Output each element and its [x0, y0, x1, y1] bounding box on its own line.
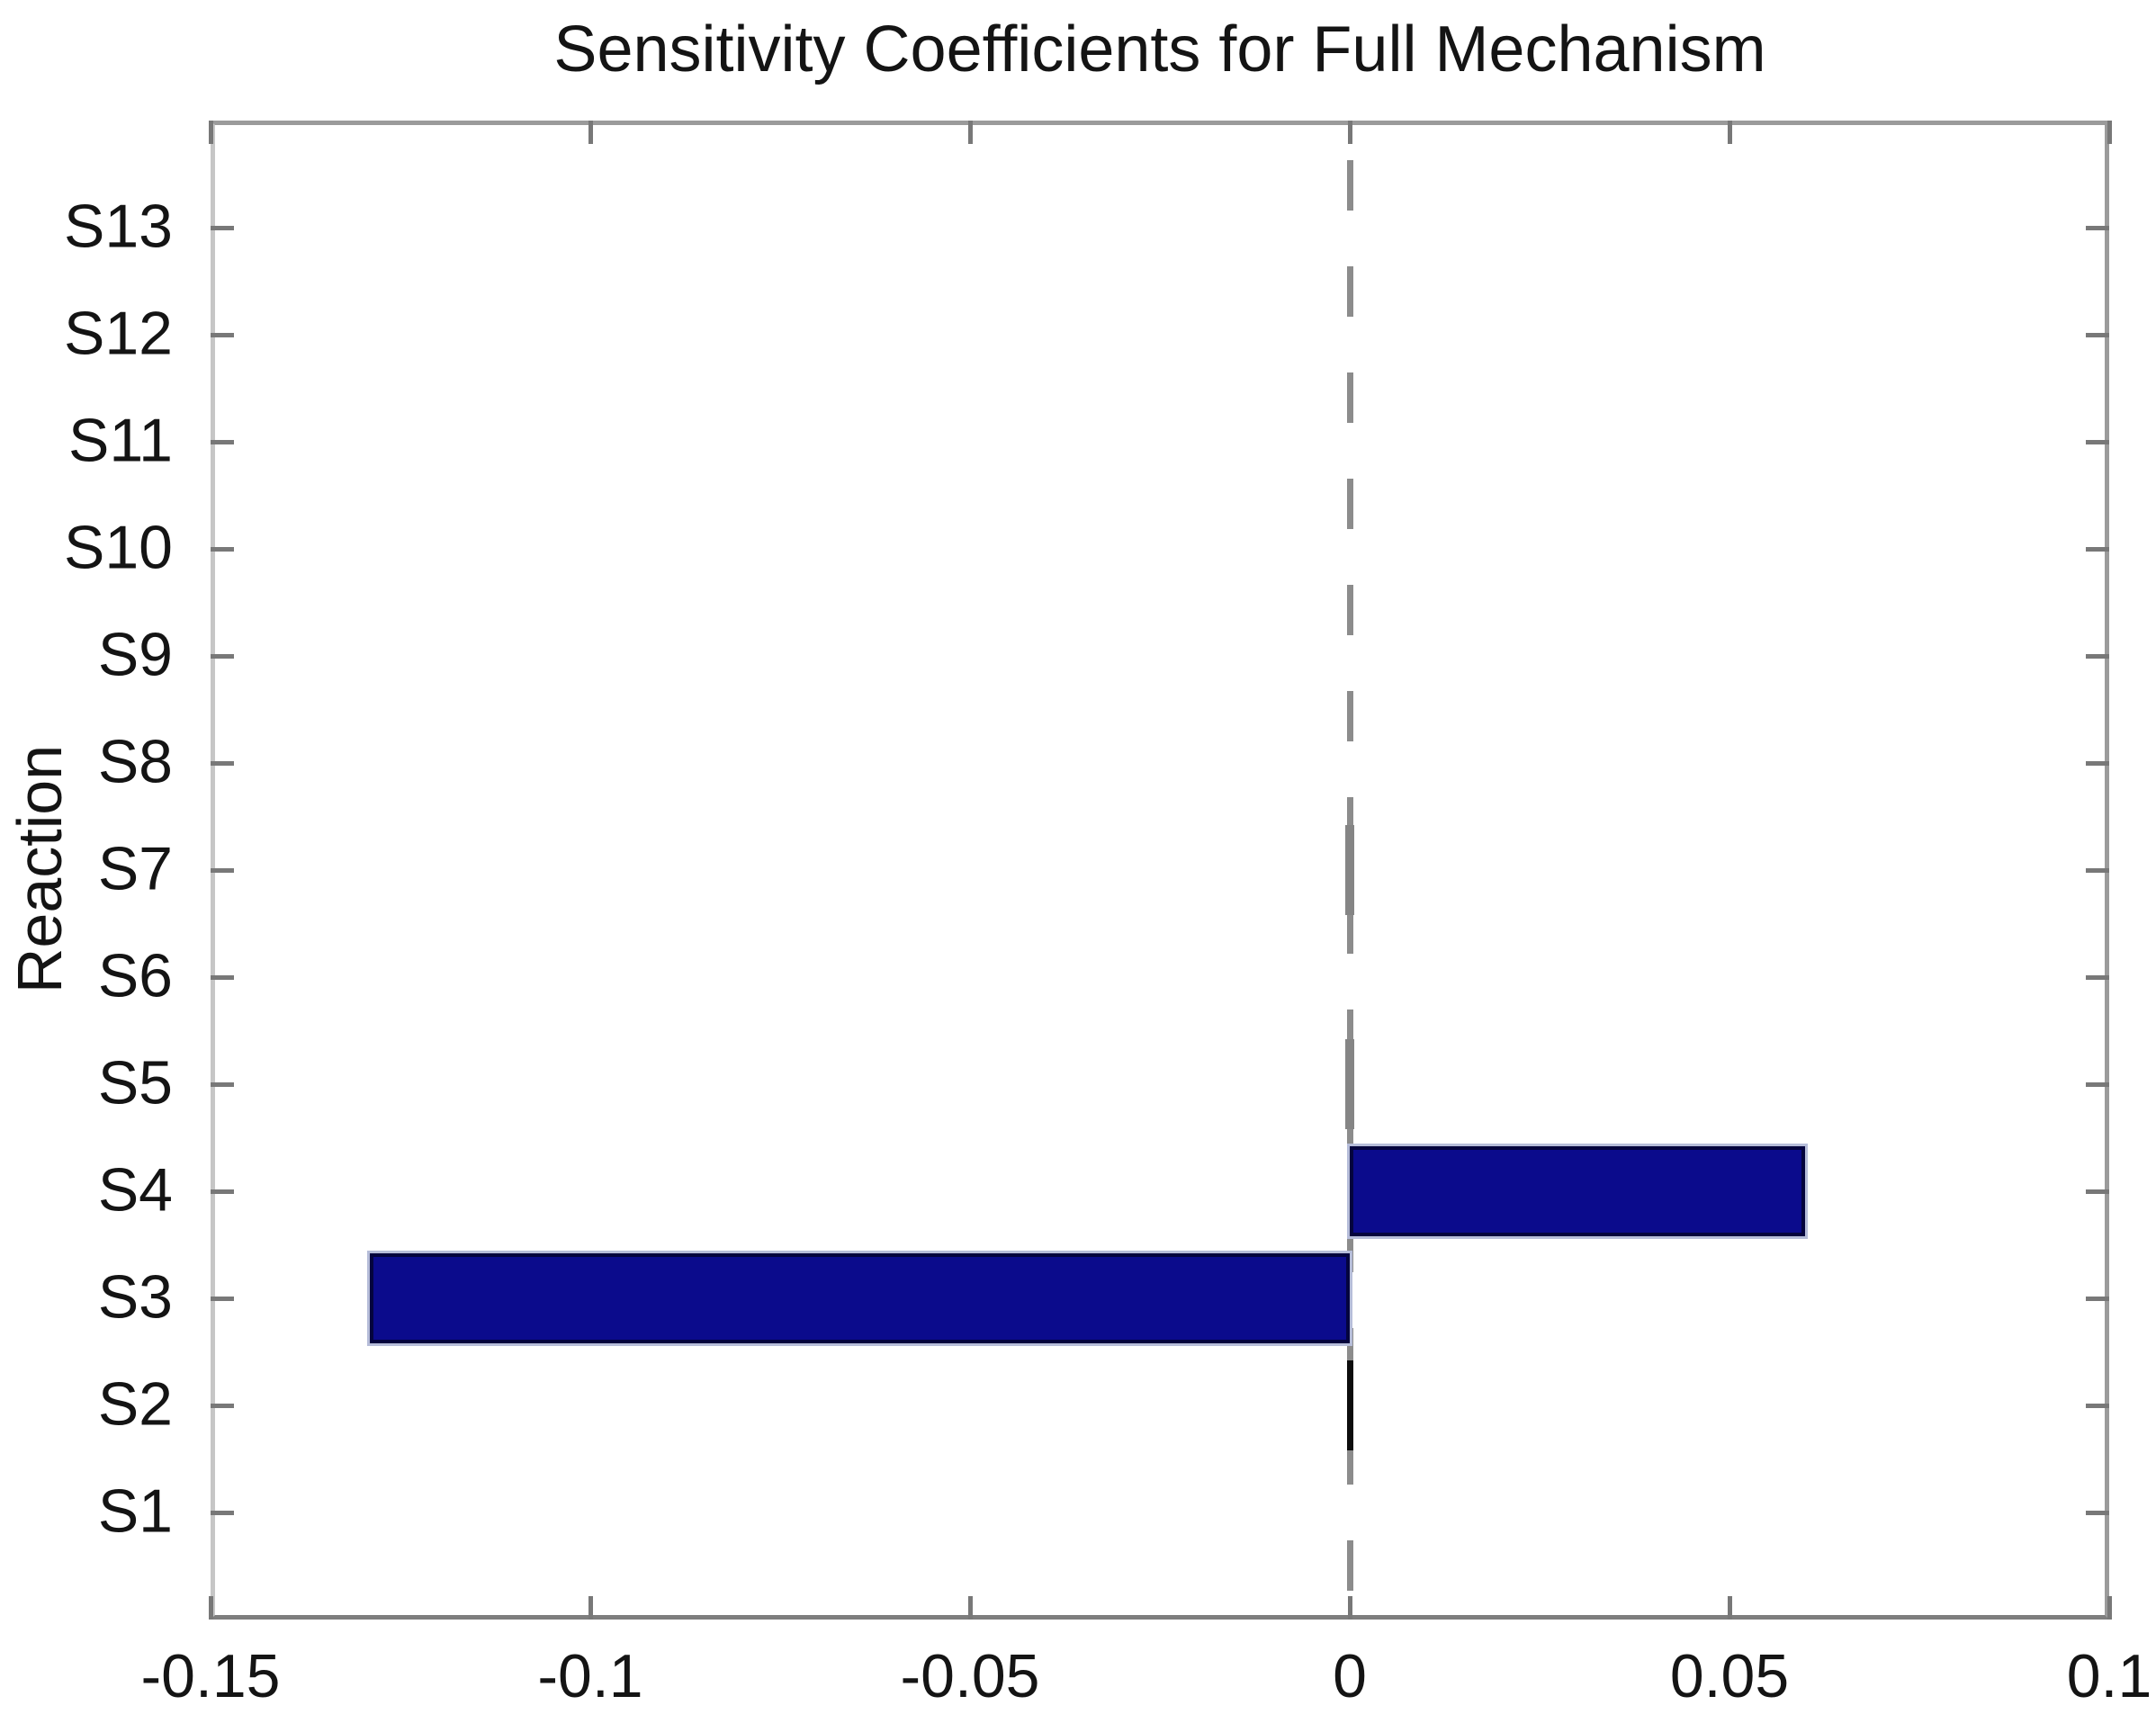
y-tick-label-s5: S5 [97, 1048, 173, 1117]
x-tick-top [2107, 121, 2112, 144]
y-tick-right [2086, 1189, 2109, 1194]
near-zero-mark-s2 [1346, 1360, 1353, 1450]
y-tick-label-s3: S3 [97, 1262, 173, 1332]
x-tick-top [208, 121, 213, 144]
y-tick-right [2086, 1296, 2109, 1301]
y-tick-label-s9: S9 [97, 620, 173, 689]
y-tick-label-s6: S6 [97, 941, 173, 1010]
x-tick-label-0: 0 [1333, 1642, 1367, 1710]
y-tick-left [211, 974, 234, 980]
y-tick-left [211, 653, 234, 659]
y-tick-label-s4: S4 [97, 1155, 173, 1225]
x-tick-top [1727, 121, 1732, 144]
x-tick-bottom [208, 1596, 213, 1620]
y-tick-right [2086, 760, 2109, 766]
y-tick-right [2086, 1510, 2109, 1515]
y-tick-left [211, 1296, 234, 1301]
y-tick-right [2086, 867, 2109, 873]
y-tick-left [211, 546, 234, 552]
near-zero-mark-s7 [1345, 825, 1354, 915]
y-tick-label-s8: S8 [97, 727, 173, 796]
y-tick-left [211, 332, 234, 337]
x-tick-label-0p05: 0.05 [1669, 1642, 1790, 1710]
y-tick-right [2086, 546, 2109, 552]
bar-s3 [370, 1253, 1350, 1343]
y-tick-right [2086, 225, 2109, 230]
y-tick-left [211, 867, 234, 873]
x-tick-bottom [1727, 1596, 1732, 1620]
chart-title: Sensitivity Coefficients for Full Mechan… [553, 13, 1766, 85]
y-tick-label-s10: S10 [64, 513, 173, 582]
y-tick-right [2086, 1081, 2109, 1087]
y-tick-label-s11: S11 [68, 406, 173, 475]
y-tick-right [2086, 439, 2109, 444]
y-tick-right [2086, 332, 2109, 337]
plot-area [208, 121, 2112, 1620]
plot-inner [208, 121, 2112, 1620]
y-tick-label-s1: S1 [97, 1476, 173, 1546]
y-tick-left [211, 439, 234, 444]
y-tick-label-s2: S2 [97, 1369, 173, 1439]
x-tick-bottom [967, 1596, 973, 1620]
y-tick-left [211, 1510, 234, 1515]
y-tick-left [211, 1081, 234, 1087]
y-tick-left [211, 760, 234, 766]
y-tick-labels: S1 S2 S3 S4 S5 S6 S7 S8 S9 S10 S11 S12 S13 [0, 121, 193, 1620]
y-tick-label-s13: S13 [64, 192, 173, 261]
x-tick-label--0p05: -0.05 [900, 1642, 1040, 1710]
x-tick-label--0p1: -0.1 [537, 1642, 643, 1710]
x-tick-bottom [588, 1596, 593, 1620]
y-tick-left [211, 1403, 234, 1408]
x-tick-top [1347, 121, 1352, 144]
y-tick-right [2086, 1403, 2109, 1408]
y-tick-right [2086, 974, 2109, 980]
x-tick-top [588, 121, 593, 144]
x-tick-bottom [2107, 1596, 2112, 1620]
near-zero-mark-s5 [1345, 1039, 1354, 1129]
x-tick-label-0p1: 0.1 [2066, 1642, 2152, 1710]
x-tick-bottom [1347, 1596, 1352, 1620]
y-tick-left [211, 1189, 234, 1194]
x-tick-label--0p15: -0.15 [140, 1642, 281, 1710]
x-tick-top [967, 121, 973, 144]
y-tick-label-s7: S7 [97, 834, 173, 903]
bar-s4 [1350, 1146, 1806, 1236]
y-tick-left [211, 225, 234, 230]
y-tick-label-s12: S12 [64, 299, 173, 368]
y-tick-right [2086, 653, 2109, 659]
